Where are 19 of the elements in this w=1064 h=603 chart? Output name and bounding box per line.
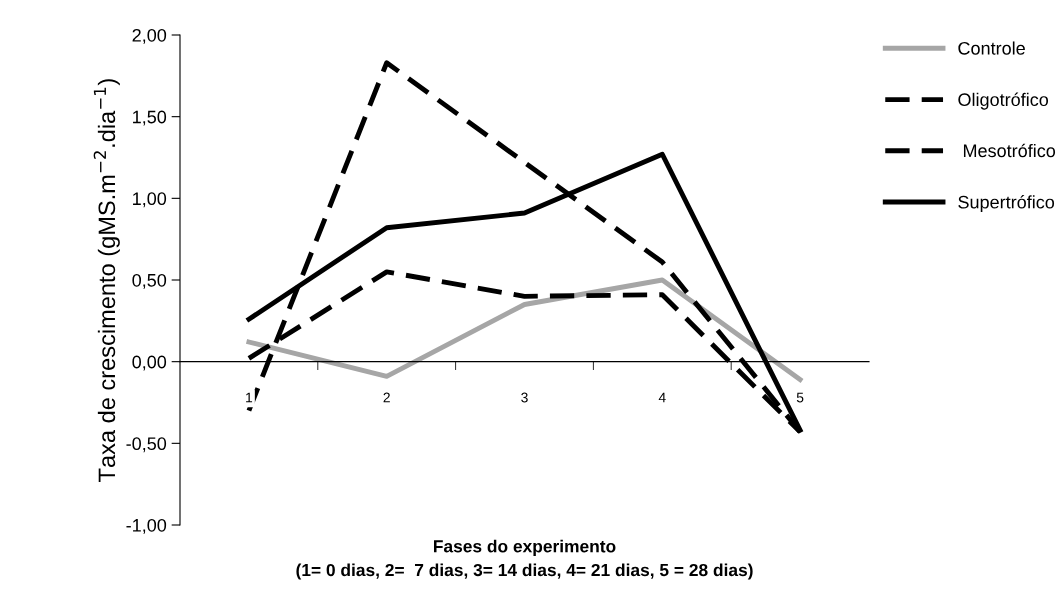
legend-label: Mesotrófico [963, 143, 1056, 158]
y-tick-label: 1,00 [133, 192, 167, 208]
x-tick-label: 1 [246, 392, 253, 403]
y-tick-label: 1,50 [133, 110, 167, 126]
legend-label: Oligotrófico [958, 92, 1049, 110]
x-tick-label: 4 [658, 392, 666, 403]
x-tick-label: 5 [796, 392, 804, 403]
y-tick-label: 0,00 [132, 355, 167, 371]
y-tick-label: 2,00 [132, 28, 167, 44]
legend-label: Controle [958, 41, 1025, 55]
x-tick-label: 3 [521, 392, 528, 403]
legend-label: Supertrófico [958, 195, 1055, 213]
line-series [246, 277, 803, 383]
y-tick-label: -1,00 [126, 518, 167, 534]
y-axis-title: Taxa de crescimento (gMS.m$^{−2}$.dia$^{−1}$) [93, 79, 120, 482]
y-tick-label: 0,50 [132, 273, 167, 289]
x-tick-label: 2 [383, 392, 390, 403]
x-axis-title: Fases do experimento (1= 0 dias, 2= 7 dias, 3= 14 dias, 4= 21 dias, 5 = 28 dias) [296, 539, 753, 580]
y-tick-label: -0,50 [126, 437, 167, 453]
